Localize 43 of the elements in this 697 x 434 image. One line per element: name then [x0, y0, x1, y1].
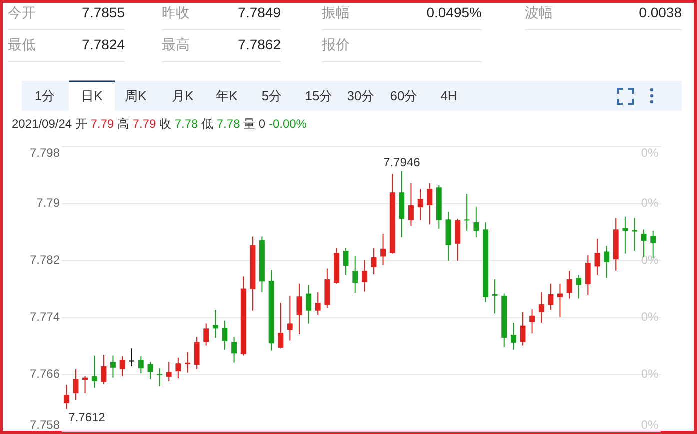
text: 波幅	[525, 4, 553, 21]
text: 7.78	[214, 117, 241, 132]
text: 昨收	[162, 4, 190, 21]
y-tick-label: 7.766	[30, 367, 60, 382]
text: 5分	[262, 88, 282, 104]
text: 高	[114, 117, 130, 132]
text: 开	[72, 117, 88, 132]
y-tick-label: 7.79	[36, 196, 60, 210]
text: 7.78	[172, 117, 199, 132]
text: 7.7824	[82, 36, 126, 53]
text: 报价	[321, 36, 350, 53]
text: 7.7855	[82, 4, 126, 21]
text: 低	[198, 117, 214, 132]
text: 日K	[81, 88, 104, 104]
text: 7.7862	[238, 36, 282, 53]
text: 60分	[390, 88, 418, 104]
annotation: 7.7946	[384, 155, 421, 170]
text: 0.0495%	[426, 4, 482, 21]
text: 15分	[305, 88, 333, 104]
text: 7.7849	[238, 4, 282, 21]
text: 收	[156, 117, 172, 132]
text: 年K	[216, 88, 238, 104]
text: -0.00%	[266, 117, 308, 132]
text: 月K	[172, 88, 194, 104]
text: 今开	[8, 4, 36, 21]
text: 量	[240, 117, 256, 132]
text: 最高	[162, 36, 190, 53]
text: 0.0038	[639, 4, 682, 21]
annotation: 7.7612	[68, 410, 106, 424]
text: 2021/09/24	[12, 117, 72, 132]
text: 1分	[34, 88, 56, 104]
y-tick-label: 7.782	[30, 253, 60, 268]
text: 7.79	[129, 117, 156, 132]
text: 30分	[347, 88, 375, 104]
y-tick-label: 7.758	[30, 418, 60, 432]
y-tick-label: 7.798	[30, 146, 60, 160]
text: 周K	[125, 88, 148, 104]
text: 振幅	[322, 4, 350, 21]
y-tick-label: 7.774	[30, 310, 60, 324]
text: 4H	[440, 88, 458, 104]
text: 0	[256, 117, 266, 132]
text: 最低	[8, 36, 36, 53]
text: 7.79	[87, 117, 114, 132]
